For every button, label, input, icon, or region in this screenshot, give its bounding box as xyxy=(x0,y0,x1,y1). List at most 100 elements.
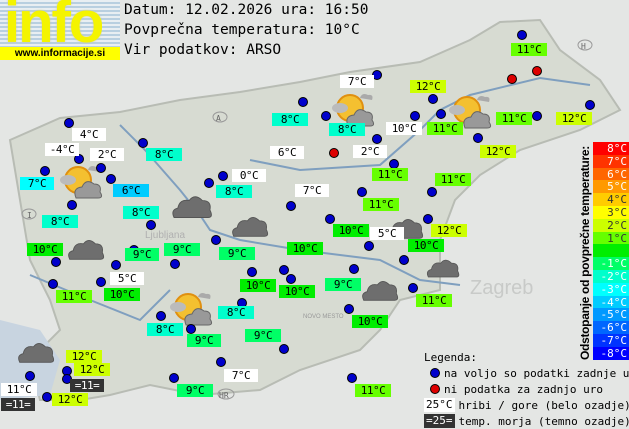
station-marker[interactable] xyxy=(286,274,296,284)
scale-step: -2°C xyxy=(593,270,629,283)
station-temperature-label: 10°C xyxy=(333,224,369,237)
station-marker[interactable] xyxy=(347,373,357,383)
station-temperature-label: 9°C xyxy=(125,248,159,261)
station-marker[interactable] xyxy=(51,257,61,267)
station-no-data-marker[interactable] xyxy=(329,148,339,158)
station-temperature-label: 12°C xyxy=(556,112,592,125)
station-marker[interactable] xyxy=(169,373,179,383)
station-marker[interactable] xyxy=(325,214,335,224)
station-marker[interactable] xyxy=(96,163,106,173)
station-marker[interactable] xyxy=(42,392,52,402)
logo-text: info xyxy=(4,0,102,46)
station-marker[interactable] xyxy=(138,138,148,148)
station-marker[interactable] xyxy=(408,283,418,293)
scale-step: 5°C xyxy=(593,180,629,193)
station-no-data-marker[interactable] xyxy=(532,66,542,76)
scale-step: -5°C xyxy=(593,308,629,321)
station-temperature-label: 8°C xyxy=(216,185,252,198)
country-label-i: I xyxy=(27,211,32,220)
station-marker[interactable] xyxy=(286,201,296,211)
mountain-temperature-label: -4°C xyxy=(45,143,79,156)
mountain-temperature-label: 7°C xyxy=(340,75,374,88)
map-label-zagreb: Zagreb xyxy=(470,277,533,299)
station-marker[interactable] xyxy=(106,174,116,184)
station-marker[interactable] xyxy=(344,304,354,314)
station-marker[interactable] xyxy=(279,344,289,354)
station-temperature-label: 11°C xyxy=(56,290,92,303)
station-temperature-label: 8°C xyxy=(146,148,182,161)
station-temperature-label: 8°C xyxy=(147,323,183,336)
station-temperature-label: 11°C xyxy=(427,122,463,135)
station-marker[interactable] xyxy=(372,134,382,144)
station-marker[interactable] xyxy=(216,357,226,367)
average-temperature: Povprečna temperatura: 10°C xyxy=(124,22,360,38)
station-marker[interactable] xyxy=(170,259,180,269)
station-temperature-label: 11°C xyxy=(355,384,391,397)
date-line: Datum: 12.02.2026 ura: 16:50 xyxy=(124,2,368,18)
scale-step: 4°C xyxy=(593,193,629,206)
station-marker[interactable] xyxy=(218,171,228,181)
data-source: Vir podatkov: ARSO xyxy=(124,42,281,58)
station-marker[interactable] xyxy=(423,214,433,224)
slovenia-outline xyxy=(10,20,620,400)
country-marker-h: H xyxy=(578,40,592,51)
mountain-temperature-label: 6°C xyxy=(270,146,304,159)
station-marker[interactable] xyxy=(247,267,257,277)
cloudy-icon xyxy=(230,214,270,242)
station-marker[interactable] xyxy=(428,94,438,104)
station-marker[interactable] xyxy=(67,200,77,210)
station-marker[interactable] xyxy=(211,235,221,245)
station-temperature-label: 7°C xyxy=(20,177,54,190)
station-marker[interactable] xyxy=(204,178,214,188)
scale-step: -7°C xyxy=(593,334,629,347)
station-temperature-label: 9°C xyxy=(219,247,255,260)
station-temperature-label: 12°C xyxy=(74,363,110,376)
mountain-temperature-label: 7°C xyxy=(295,184,329,197)
station-marker[interactable] xyxy=(25,371,35,381)
station-marker[interactable] xyxy=(48,279,58,289)
logo[interactable]: info www.informacije.si xyxy=(0,0,120,60)
station-marker[interactable] xyxy=(473,133,483,143)
station-marker[interactable] xyxy=(40,166,50,176)
station-marker[interactable] xyxy=(111,260,121,270)
station-temperature-label: 8°C xyxy=(123,206,159,219)
station-marker[interactable] xyxy=(585,100,595,110)
logo-url[interactable]: www.informacije.si xyxy=(0,47,120,60)
station-temperature-label: 11°C xyxy=(372,168,408,181)
mountain-temperature-label: 7°C xyxy=(224,369,258,382)
station-marker[interactable] xyxy=(410,111,420,121)
station-temperature-label: 11°C xyxy=(416,294,452,307)
station-marker[interactable] xyxy=(532,111,542,121)
scale-step: 2°C xyxy=(593,219,629,232)
station-marker[interactable] xyxy=(186,324,196,334)
station-temperature-label: 10°C xyxy=(279,285,315,298)
scale-step: 6°C xyxy=(593,168,629,181)
station-marker[interactable] xyxy=(279,265,289,275)
station-temperature-label: 10°C xyxy=(27,243,63,256)
station-marker[interactable] xyxy=(298,97,308,107)
station-marker[interactable] xyxy=(64,118,74,128)
station-marker[interactable] xyxy=(517,30,527,40)
station-temperature-label: 9°C xyxy=(177,384,213,397)
station-marker[interactable] xyxy=(399,255,409,265)
legend-sea: temp. morja (temno ozadje) xyxy=(459,415,629,428)
country-label-a: A xyxy=(216,114,221,123)
legend-no-data: ni podatka za zadnjo uro xyxy=(444,383,603,396)
station-marker[interactable] xyxy=(96,277,106,287)
red-dot-icon xyxy=(430,384,440,394)
station-marker[interactable] xyxy=(427,187,437,197)
station-marker[interactable] xyxy=(357,187,367,197)
station-marker[interactable] xyxy=(146,220,156,230)
station-marker[interactable] xyxy=(349,264,359,274)
station-marker[interactable] xyxy=(364,241,374,251)
station-marker[interactable] xyxy=(156,311,166,321)
blue-dot-icon xyxy=(430,368,440,378)
station-temperature-label: 11°C xyxy=(363,198,399,211)
station-marker[interactable] xyxy=(321,111,331,121)
station-no-data-marker[interactable] xyxy=(507,74,517,84)
station-temperature-label: 12°C xyxy=(431,224,467,237)
scale-step: 7°C xyxy=(593,155,629,168)
station-temperature-label: 8°C xyxy=(272,113,308,126)
station-marker[interactable] xyxy=(436,109,446,119)
